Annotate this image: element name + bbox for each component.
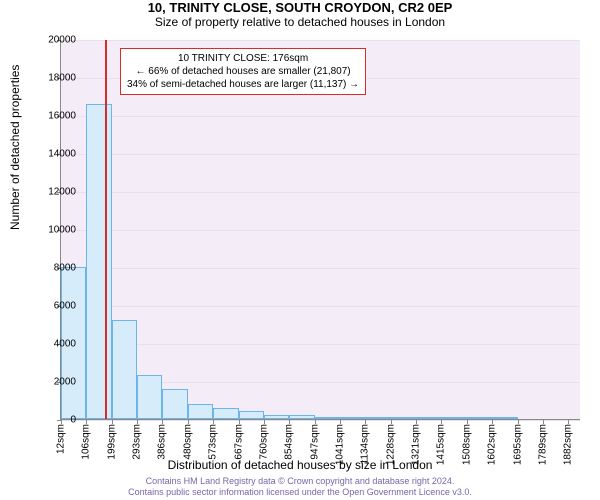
chart-area: 12sqm106sqm199sqm293sqm386sqm480sqm573sq… xyxy=(60,40,580,420)
histogram-bar xyxy=(340,417,365,419)
xtick-label: 573sqm xyxy=(208,424,219,460)
gridline xyxy=(61,306,580,307)
histogram-bar xyxy=(112,320,137,419)
histogram-bar xyxy=(162,389,187,419)
histogram-bar xyxy=(213,408,238,419)
xtick-label: 199sqm xyxy=(106,424,117,460)
xtick-label: 106sqm xyxy=(81,424,92,460)
gridline xyxy=(61,192,580,193)
histogram-bar xyxy=(391,417,416,419)
histogram-bar xyxy=(416,417,441,419)
ytick-label: 16000 xyxy=(36,111,76,122)
ytick-label: 0 xyxy=(36,415,76,426)
annotation-line3: 34% of semi-detached houses are larger (… xyxy=(127,78,359,91)
histogram-bar xyxy=(467,417,492,419)
annotation-line1: 10 TRINITY CLOSE: 176sqm xyxy=(127,52,359,65)
histogram-bar xyxy=(441,417,466,419)
histogram-bar xyxy=(365,417,390,419)
gridline xyxy=(61,230,580,231)
ytick-label: 8000 xyxy=(36,263,76,274)
histogram-bar xyxy=(239,411,264,419)
xtick-label: 386sqm xyxy=(157,424,168,460)
histogram-bar xyxy=(492,417,517,419)
ytick-label: 10000 xyxy=(36,225,76,236)
footer: Contains HM Land Registry data © Crown c… xyxy=(0,476,600,498)
ytick-label: 20000 xyxy=(36,35,76,46)
xtick-label: 854sqm xyxy=(284,424,295,460)
ytick-label: 12000 xyxy=(36,187,76,198)
ytick-label: 6000 xyxy=(36,301,76,312)
gridline xyxy=(61,154,580,155)
footer-line2: Contains public sector information licen… xyxy=(0,487,600,498)
annotation-box: 10 TRINITY CLOSE: 176sqm ← 66% of detach… xyxy=(120,48,366,95)
histogram-bar xyxy=(264,415,289,419)
histogram-bar xyxy=(315,417,340,419)
gridline xyxy=(61,116,580,117)
gridline xyxy=(61,420,580,421)
plot-area: 12sqm106sqm199sqm293sqm386sqm480sqm573sq… xyxy=(60,40,580,420)
xtick-label: 667sqm xyxy=(233,424,244,460)
footer-line1: Contains HM Land Registry data © Crown c… xyxy=(0,476,600,487)
ytick-label: 14000 xyxy=(36,149,76,160)
gridline xyxy=(61,268,580,269)
histogram-bar xyxy=(188,404,213,419)
gridline xyxy=(61,40,580,41)
ytick-label: 4000 xyxy=(36,339,76,350)
histogram-bar xyxy=(86,104,111,419)
xtick-label: 947sqm xyxy=(309,424,320,460)
xtick-label: 480sqm xyxy=(182,424,193,460)
xtick-label: 293sqm xyxy=(132,424,143,460)
ytick-label: 18000 xyxy=(36,73,76,84)
ytick-label: 2000 xyxy=(36,377,76,388)
marker-line xyxy=(105,40,107,419)
histogram-bar xyxy=(137,375,162,419)
histogram-bar xyxy=(289,415,314,419)
chart-subtitle: Size of property relative to detached ho… xyxy=(0,15,600,29)
annotation-line2: ← 66% of detached houses are smaller (21… xyxy=(127,65,359,78)
xtick-label: 760sqm xyxy=(258,424,269,460)
chart-title: 10, TRINITY CLOSE, SOUTH CROYDON, CR2 0E… xyxy=(0,0,600,15)
gridline xyxy=(61,344,580,345)
y-axis-label: Number of detached properties xyxy=(8,65,22,230)
xtick-label: 12sqm xyxy=(56,424,67,454)
x-axis-label: Distribution of detached houses by size … xyxy=(0,458,600,472)
